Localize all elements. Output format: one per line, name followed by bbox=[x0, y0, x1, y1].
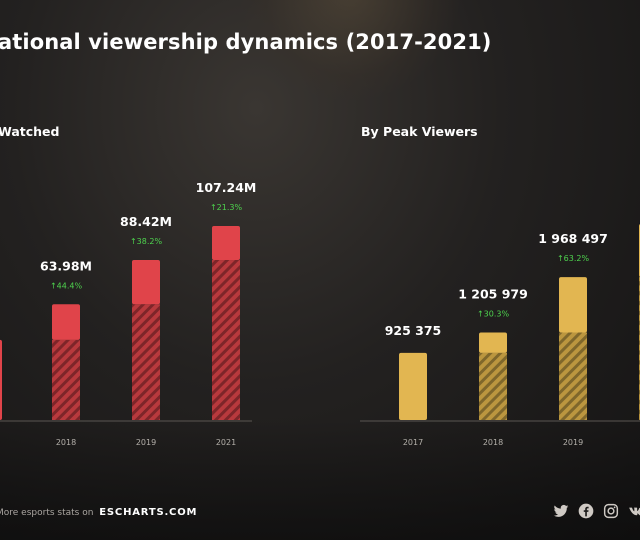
twitter-icon[interactable] bbox=[553, 503, 569, 519]
hours-tick-label: 2019 bbox=[136, 438, 156, 447]
peak-bar-previous-2018 bbox=[479, 352, 507, 420]
footer-brand-link[interactable]: ESCHARTS.COM bbox=[99, 507, 198, 518]
background-smoke bbox=[0, 420, 640, 540]
hours-growth-label: ↑44.4% bbox=[50, 281, 83, 290]
hours-bar-previous-2018 bbox=[52, 339, 80, 420]
hours-watched-chart-title: Watched bbox=[0, 124, 60, 139]
hours-value-label: 107.24M bbox=[196, 180, 257, 195]
footer-prefix: More esports stats on bbox=[0, 508, 94, 518]
peak-tick-label: 2017 bbox=[403, 438, 423, 447]
footer: More esports stats on ESCHARTS.COM bbox=[0, 507, 197, 518]
peak-value-label: 925 375 bbox=[385, 323, 442, 338]
facebook-icon[interactable] bbox=[578, 503, 594, 519]
vk-icon[interactable] bbox=[628, 503, 640, 519]
hours-growth-label: ↑21.3% bbox=[210, 203, 243, 212]
peak-bar-previous-2019 bbox=[559, 332, 587, 420]
hours-value-label: 88.42M bbox=[120, 214, 172, 229]
hours-bar-previous-2021 bbox=[212, 260, 240, 420]
peak-value-label: 1 968 497 bbox=[538, 231, 608, 246]
hours-bar-2021 bbox=[212, 226, 240, 261]
peak-growth-label: ↑30.3% bbox=[477, 309, 510, 318]
hours-bar-previous-2019 bbox=[132, 304, 160, 420]
peak-viewers-chart: 925 375 2017 1 205 979 ↑30.3% 2018 1 968 497 ↑… bbox=[385, 224, 640, 447]
peak-viewers-chart-title: By Peak Viewers bbox=[361, 124, 478, 139]
hours-tick-label: 2018 bbox=[56, 438, 76, 447]
hours-bar-2017 bbox=[0, 339, 2, 420]
hours-bar-2018 bbox=[52, 304, 80, 340]
peak-bar-2019 bbox=[559, 277, 587, 333]
hours-watched-chart: M63.98M↑44.4%201888.42M↑38.2%2019107.24M… bbox=[0, 180, 256, 447]
hours-growth-label: ↑38.2% bbox=[130, 237, 163, 246]
peak-growth-label: ↑63.2% bbox=[557, 254, 590, 263]
hours-tick-label: 2021 bbox=[216, 438, 236, 447]
hours-value-label: 63.98M bbox=[40, 258, 92, 273]
hours-bar-2019 bbox=[132, 260, 160, 305]
peak-tick-label: 2018 bbox=[483, 438, 503, 447]
peak-value-label: 1 205 979 bbox=[458, 286, 528, 301]
peak-bar-2018 bbox=[479, 332, 507, 353]
peak-tick-label: 2019 bbox=[563, 438, 583, 447]
page-title: ational viewership dynamics (2017-2021) bbox=[0, 30, 492, 54]
peak-bar-2017 bbox=[399, 352, 427, 420]
instagram-icon[interactable] bbox=[603, 503, 619, 519]
